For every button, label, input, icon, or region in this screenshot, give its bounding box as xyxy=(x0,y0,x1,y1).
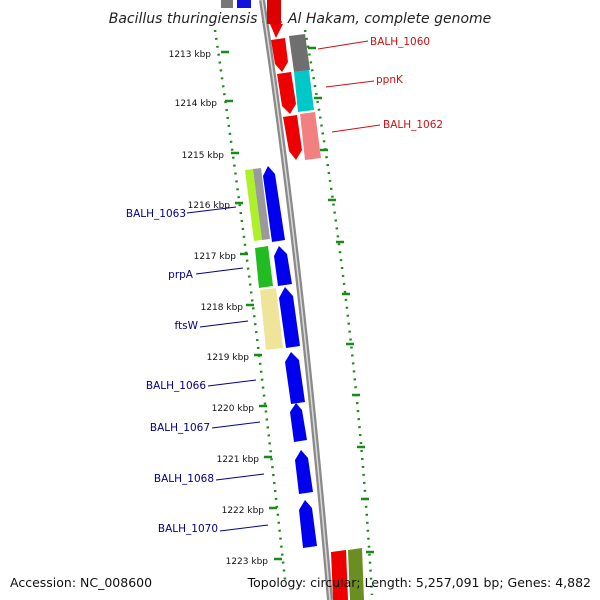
forward-genes xyxy=(271,34,364,600)
tick-label: 1223 kbp xyxy=(226,557,269,567)
gene-label-balh-1070: BALH_1070 xyxy=(158,523,218,535)
gene-feature xyxy=(295,450,313,494)
label-leader xyxy=(207,379,257,387)
gene-feature xyxy=(253,168,270,240)
gene-feature xyxy=(285,352,305,404)
reverse-gene-labels: BALH_1063 prpA ftsW BALH_1066 BALH_1067 … xyxy=(126,206,269,535)
gene-feature xyxy=(331,550,348,600)
gene-label-balh-1063: BALH_1063 xyxy=(126,208,186,220)
gene-feature xyxy=(271,38,288,72)
label-leader xyxy=(219,524,269,532)
label-leader xyxy=(195,267,244,275)
gene-feature xyxy=(299,500,317,548)
gene-feature xyxy=(221,0,233,8)
gene-feature xyxy=(245,169,262,241)
gene-feature xyxy=(267,0,281,24)
label-leader xyxy=(331,124,381,133)
tick-label: 1222 kbp xyxy=(222,506,265,516)
genome-summary-text: Topology: circular; Length: 5,257,091 bp… xyxy=(247,575,591,590)
forward-gene-labels: BALH_1060 ppnK BALH_1062 xyxy=(317,36,443,133)
tick-label: 1219 kbp xyxy=(207,353,250,363)
label-leader xyxy=(317,40,369,50)
map-title: Bacillus thuringiensis str. Al Hakam, co… xyxy=(109,11,492,27)
gene-label-balh-1068: BALH_1068 xyxy=(154,473,214,485)
label-leader xyxy=(215,473,265,481)
tick-label: 1218 kbp xyxy=(201,303,244,313)
tick-label: 1221 kbp xyxy=(217,455,260,465)
gene-label-ppnk: ppnK xyxy=(376,74,404,86)
gene-feature xyxy=(300,112,321,160)
tick-label: 1215 kbp xyxy=(182,151,225,161)
tick-label: 1217 kbp xyxy=(194,252,237,262)
label-leader xyxy=(186,206,237,214)
gene-label-balh-1066: BALH_1066 xyxy=(146,380,206,392)
tick-label: 1220 kbp xyxy=(212,404,255,414)
label-leader xyxy=(199,320,249,328)
gene-label-balh-1062: BALH_1062 xyxy=(383,119,443,131)
right-ticks xyxy=(308,46,374,554)
tick-label: 1216 kbp xyxy=(188,201,231,211)
gene-label-balh-1067: BALH_1067 xyxy=(150,422,210,434)
label-leader xyxy=(211,421,261,429)
gene-feature xyxy=(260,288,283,350)
genome-backbone xyxy=(259,0,333,600)
gene-feature xyxy=(289,34,310,72)
gene-feature xyxy=(283,115,302,160)
gene-feature xyxy=(290,403,307,442)
gene-feature xyxy=(277,72,296,114)
top-partial-genes xyxy=(221,0,283,38)
gene-feature xyxy=(279,287,300,348)
tick-label: 1214 kbp xyxy=(175,99,218,109)
gene-feature xyxy=(255,246,273,288)
gene-feature xyxy=(294,70,314,112)
gene-feature xyxy=(274,246,292,286)
tick-labels: 1213 kbp 1214 kbp 1215 kbp 1216 kbp 1217… xyxy=(169,50,269,567)
gene-label-balh-1060: BALH_1060 xyxy=(370,36,430,48)
gene-label-prpa: prpA xyxy=(168,269,194,281)
gene-feature xyxy=(263,166,285,242)
accession-text: Accession: NC_008600 xyxy=(10,575,152,590)
gene-feature xyxy=(348,548,364,600)
tick-label: 1213 kbp xyxy=(169,50,212,60)
scale-ticks xyxy=(221,50,282,561)
gene-feature xyxy=(237,0,251,8)
label-leader xyxy=(325,80,375,88)
gene-label-ftsw: ftsW xyxy=(175,320,199,332)
gene-feature xyxy=(270,24,283,38)
reverse-genes xyxy=(245,166,317,548)
